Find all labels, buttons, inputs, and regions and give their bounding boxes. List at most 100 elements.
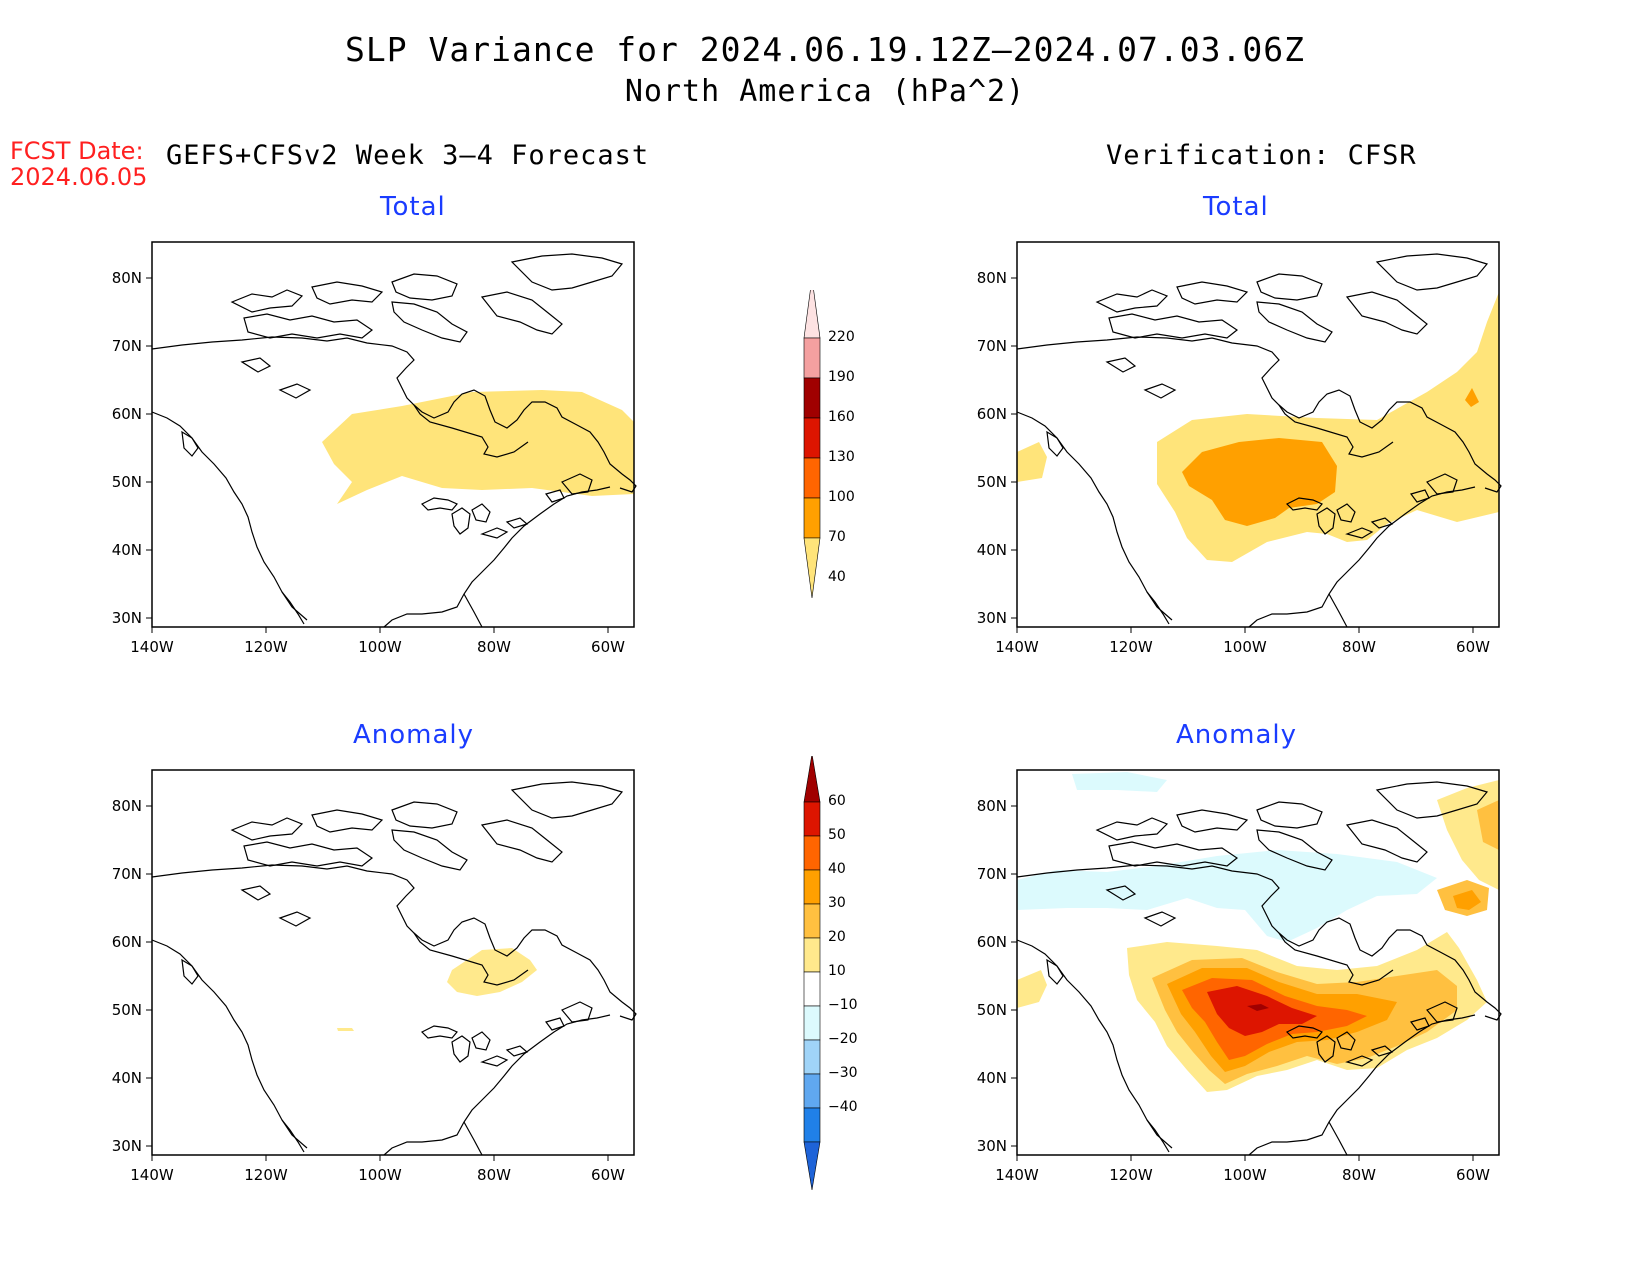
colorbar-swatch: [803, 537, 821, 599]
lon-label: 120W: [1109, 638, 1153, 656]
colorbar-total: 220 190 160 130 100 70 40: [790, 290, 890, 620]
forecast-date-value: 2024.06.05: [10, 163, 148, 191]
lat-label: 30N: [112, 1137, 142, 1155]
colorbar-label: 40: [828, 569, 846, 585]
colorbar-label: 220: [828, 329, 855, 345]
colorbar-swatch: [803, 801, 821, 837]
forecast-date-label: FCST Date:: [10, 137, 144, 165]
colorbar-label: −30: [828, 1065, 858, 1081]
lon-label: 80W: [477, 1166, 511, 1184]
lon-label: 140W: [995, 1166, 1039, 1184]
map-frame: [1016, 241, 1500, 628]
axis-labels: 80N 70N 60N 50N 40N 30N 140W 120W 100W 80W 60W: [977, 797, 1490, 1184]
lon-label: 100W: [358, 638, 402, 656]
map-forecast-total: 80N 70N 60N 50N 40N 30N 140W 120W 100W 80W 60W: [112, 241, 637, 656]
colorbar-label: 20: [828, 929, 846, 945]
colorbar-swatch: [803, 903, 821, 939]
right-column-title: Verification: CFSR: [1106, 140, 1417, 171]
shade-verification-anomaly-neg10-20: [1017, 850, 1437, 942]
colorbar-swatch: [803, 1141, 821, 1191]
lat-label: 50N: [112, 1001, 142, 1019]
panel-title-forecast-total: Total: [380, 192, 446, 222]
lat-label: 30N: [977, 609, 1007, 627]
lon-label: 60W: [1456, 638, 1490, 656]
lat-label: 30N: [112, 609, 142, 627]
lat-label: 80N: [112, 797, 142, 815]
lon-label: 80W: [1342, 1166, 1376, 1184]
colorbar-swatch: [803, 1107, 821, 1143]
shade-verification-anomaly-60plus: [1247, 1004, 1269, 1011]
lat-label: 80N: [977, 269, 1007, 287]
map-frame: [1016, 769, 1500, 1156]
panel-title-verification-total: Total: [1203, 192, 1269, 222]
colorbar-label: 10: [828, 963, 846, 979]
colorbar-swatch: [803, 457, 821, 499]
colorbar-label: 30: [828, 895, 846, 911]
lon-label: 100W: [358, 1166, 402, 1184]
colorbar-swatch: [803, 290, 821, 339]
colorbar-label: 160: [828, 409, 855, 425]
shade-verification-anomaly-10-20: [1017, 970, 1047, 1008]
lon-label: 100W: [1223, 638, 1267, 656]
shade-verification-total-40-70: [1157, 292, 1499, 562]
colorbar-label: −40: [828, 1099, 858, 1115]
lat-label: 60N: [977, 933, 1007, 951]
colorbar-label: −20: [828, 1031, 858, 1047]
lat-label: 80N: [112, 269, 142, 287]
lon-label: 120W: [244, 1166, 288, 1184]
lon-label: 60W: [591, 1166, 625, 1184]
shade-verification-total-70-100: [1182, 438, 1337, 526]
colorbar-swatch: [803, 377, 821, 419]
colorbar-label: 60: [828, 793, 846, 809]
lat-label: 30N: [977, 1137, 1007, 1155]
lat-label: 70N: [977, 337, 1007, 355]
shade-verification-anomaly-30-40: [1453, 890, 1481, 910]
map-frame: [151, 241, 635, 628]
lon-label: 140W: [995, 638, 1039, 656]
colorbar-label: −10: [828, 997, 858, 1013]
left-column-title: GEFS+CFSv2 Week 3–4 Forecast: [166, 140, 650, 171]
lat-label: 50N: [112, 473, 142, 491]
axis-labels: 80N 70N 60N 50N 40N 30N 140W 120W 100W 80W 60W: [112, 797, 625, 1184]
lon-label: 80W: [477, 638, 511, 656]
lat-label: 60N: [112, 405, 142, 423]
lat-label: 70N: [112, 865, 142, 883]
lat-label: 60N: [977, 405, 1007, 423]
colorbar-swatch: [803, 869, 821, 905]
colorbar-anomaly: 60 50 40 30 20 10 −10 −20 −30 −40: [790, 756, 890, 1196]
shade-verification-anomaly-20-30: [1477, 800, 1499, 850]
shade-forecast-anomaly-10-20: [447, 948, 537, 996]
shade-verification-anomaly-50-60: [1207, 986, 1317, 1036]
axis-labels: 80N 70N 60N 50N 40N 30N 140W 120W 100W 80W 60W: [112, 269, 625, 656]
colorbar-label: 100: [828, 489, 855, 505]
colorbar-swatch: [803, 835, 821, 871]
main-subtitle: North America (hPa^2): [624, 74, 1026, 109]
shade-forecast-total-40-70: [322, 390, 634, 504]
lat-label: 80N: [977, 797, 1007, 815]
lat-label: 40N: [112, 1069, 142, 1087]
colorbar-total-swatches: [803, 290, 821, 599]
colorbar-swatch: [803, 1073, 821, 1109]
lat-label: 50N: [977, 1001, 1007, 1019]
lat-label: 70N: [977, 865, 1007, 883]
lon-label: 60W: [1456, 1166, 1490, 1184]
map-frame: [151, 769, 635, 1156]
colorbar-swatch: [803, 337, 821, 379]
main-title: SLP Variance for 2024.06.19.12Z–2024.07.…: [345, 30, 1305, 69]
colorbar-swatch: [803, 1039, 821, 1075]
colorbar-label: 130: [828, 449, 855, 465]
colorbar-swatch: [803, 971, 821, 1007]
colorbar-swatch: [803, 756, 821, 803]
colorbar-label: 190: [828, 369, 855, 385]
forecast-date: FCST Date: 2024.06.05: [10, 138, 147, 190]
colorbar-swatch: [803, 417, 821, 459]
lat-label: 60N: [112, 933, 142, 951]
axis-labels: 80N 70N 60N 50N 40N 30N 140W 120W 100W 80W 60W: [977, 269, 1490, 656]
shade-verification-anomaly-neg10-20: [1072, 772, 1167, 792]
map-verification-total: 80N 70N 60N 50N 40N 30N 140W 120W 100W 80W 60W: [977, 241, 1502, 656]
lon-label: 120W: [244, 638, 288, 656]
colorbar-label: 70: [828, 529, 846, 545]
lat-label: 70N: [112, 337, 142, 355]
lon-label: 100W: [1223, 1166, 1267, 1184]
colorbar-label: 50: [828, 827, 846, 843]
